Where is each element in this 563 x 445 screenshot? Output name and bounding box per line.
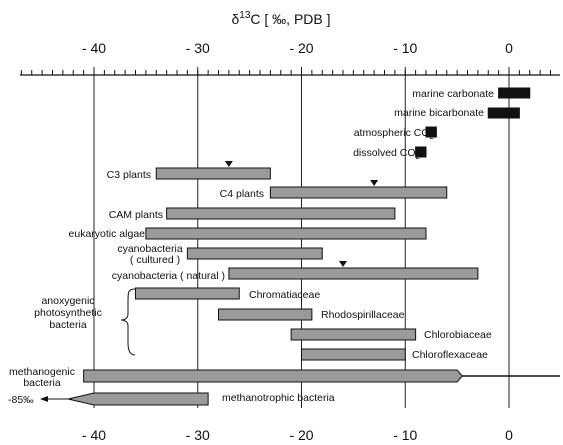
bottom-tick-label: - 20 (289, 427, 313, 443)
label-methanogenic-2: bacteria (23, 377, 61, 389)
bar-marine-bicarbonate (487, 107, 520, 119)
label-chlorobiaceae: Chlorobiaceae (424, 329, 492, 341)
annotation-arrow-head (40, 396, 48, 402)
label-methanotrophic: methanotrophic bacteria (222, 392, 335, 404)
label-chloroflexaceae: Chloroflexaceae (412, 349, 488, 361)
bar-rhodospirillaceae (218, 308, 313, 321)
group-label-line1: anoxygenic (41, 295, 94, 307)
label-chromatiaceae: Chromatiaceae (249, 289, 320, 301)
group-brace (120, 288, 136, 356)
label-methanogenic-1: methanogenic (9, 366, 75, 378)
label-cyanobacteria-natural: cyanobacteria ( natural ) (112, 270, 225, 282)
label-cyanobacteria-cultured-1: cyanobacteria (117, 243, 183, 255)
bar-methanotrophic-bacteria (67, 392, 209, 406)
bar-cyanobacteria-cultured (186, 247, 323, 260)
bar-eukaryotic-algae (145, 227, 427, 240)
bottom-tick-label: 0 (505, 427, 513, 443)
group-label-line3: bacteria (49, 319, 87, 331)
mean-marker-c4-plants (370, 180, 379, 186)
top-tick-label: - 10 (393, 40, 417, 56)
bottom-tick-label: - 40 (82, 427, 106, 443)
bottom-tick-labels: - 40 - 30 - 20 - 10 0 (82, 427, 513, 443)
annotation-85-permil: -85‰ (8, 394, 34, 406)
bottom-tick-label: - 30 (186, 427, 210, 443)
bar-chloroflexaceae (301, 348, 406, 361)
label-cyanobacteria-cultured-2: ( cultured ) (130, 254, 180, 266)
chart-title: δ13C [ ‰, PDB ] (231, 10, 330, 27)
bar-atmospheric-co2 (425, 126, 437, 138)
top-tick-label: - 40 (82, 40, 106, 56)
label-rhodospirillaceae: Rhodospirillaceae (321, 309, 405, 321)
mean-markers (224, 161, 379, 267)
group-label-line2: photosynthetic (34, 307, 102, 319)
label-dissolved-co2: dissolved CO2 (353, 147, 420, 161)
bar-methanogenic-bacteria (83, 369, 463, 383)
bottom-tick-label: - 10 (393, 427, 417, 443)
label-c4-plants: C4 plants (220, 188, 264, 200)
top-tick-label: - 30 (186, 40, 210, 56)
label-cam-plants: CAM plants (109, 209, 163, 221)
bar-cam-plants (166, 207, 396, 220)
mean-marker-c3-plants (224, 161, 233, 167)
top-tick-label: - 20 (289, 40, 313, 56)
label-eukaryotic-algae: eukaryotic algae (69, 228, 146, 240)
bar-c4-plants (269, 186, 448, 199)
label-marine-carbonate: marine carbonate (412, 88, 494, 100)
range-bars (67, 87, 560, 406)
bar-chromatiaceae (135, 287, 240, 300)
bar-chlorobiaceae (290, 328, 417, 341)
label-marine-bicarbonate: marine bicarbonate (394, 107, 484, 119)
top-tick-label: 0 (505, 40, 513, 56)
top-axis (20, 70, 560, 76)
bar-marine-carbonate (498, 87, 531, 99)
bar-c3-plants (155, 167, 271, 180)
bar-cyanobacteria-natural (228, 267, 479, 280)
top-tick-labels: - 40 - 30 - 20 - 10 0 (82, 40, 513, 56)
label-atmospheric-co2: atmospheric CO2 (354, 127, 435, 141)
mean-marker-cyanobacteria-natural (339, 261, 347, 267)
label-c3-plants: C3 plants (107, 169, 151, 181)
bar-dissolved-co2 (415, 146, 427, 158)
